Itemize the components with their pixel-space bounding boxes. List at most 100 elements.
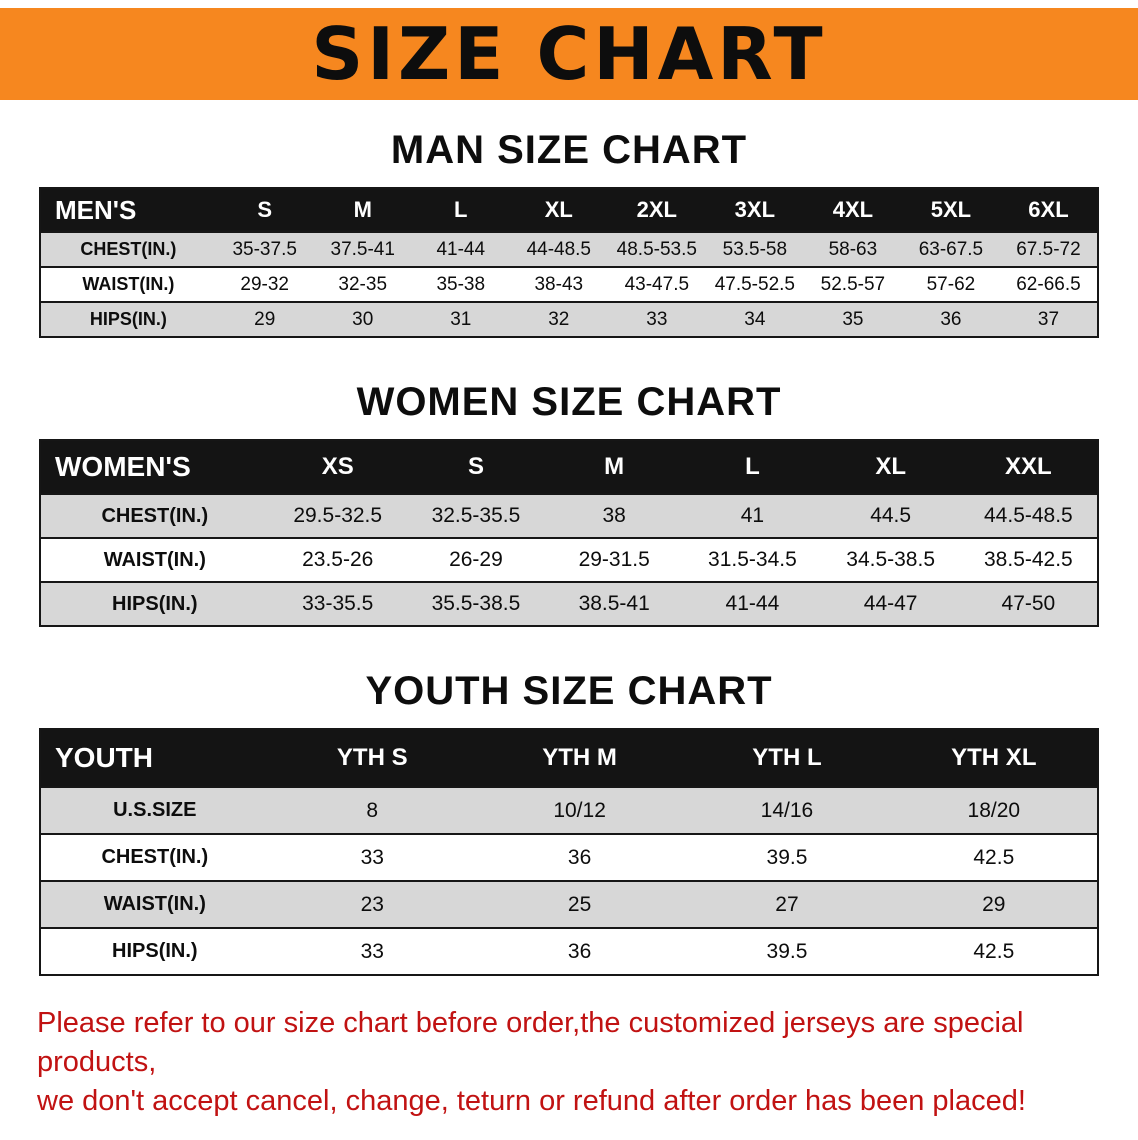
- size-column-header: 2XL: [607, 188, 706, 232]
- footer-note-line2: we don't accept cancel, change, teturn o…: [37, 1085, 1026, 1118]
- size-value-cell: 8: [366, 798, 379, 822]
- youth-table-corner-label: YOUTH: [40, 729, 269, 787]
- size-value-cell: 26-29: [449, 548, 503, 571]
- size-value-cell: 42.5: [973, 939, 1015, 963]
- size-value-cell: 33: [646, 308, 668, 330]
- row-label-cell: HIPS(IN.): [112, 592, 198, 615]
- men-size-table: MEN'S S M L XL 2XL 3XL 4XL 5XL 6XL CHEST…: [39, 187, 1099, 338]
- women-section-title: WOMEN SIZE CHART: [356, 380, 782, 424]
- size-value-cell: 41-44: [725, 592, 780, 615]
- size-value-cell: 14/16: [760, 798, 814, 822]
- size-column-header: M: [313, 188, 412, 232]
- size-column-header: XL: [821, 440, 960, 494]
- size-value-cell: 30: [352, 308, 374, 330]
- youth-table-header: YOUTH YTH S YTH M YTH L YTH XL: [40, 729, 1098, 787]
- size-value-cell: 32: [548, 308, 570, 330]
- footer-note-line1: Please refer to our size chart before or…: [37, 1007, 1024, 1079]
- men-section-title: MAN SIZE CHART: [390, 128, 748, 172]
- size-value-cell: 42.5: [973, 845, 1015, 869]
- size-value-cell: 34.5-38.5: [846, 548, 936, 571]
- size-value-cell: 39.5: [766, 939, 808, 963]
- table-row: WAIST(IN.) 29-32 32-35 35-38 38-43 43-47…: [40, 267, 1098, 302]
- size-value-cell: 31.5-34.5: [708, 548, 797, 571]
- size-value-cell: 35: [842, 308, 864, 330]
- size-value-cell: 36: [940, 308, 962, 330]
- size-value-cell: 47.5-52.5: [714, 273, 795, 295]
- size-value-cell: 44.5: [870, 504, 912, 527]
- table-row: HIPS(IN.) 33 36 39.5 42.5: [40, 928, 1098, 975]
- size-value-cell: 18/20: [967, 798, 1021, 822]
- footer-note: Please refer to our size chart before or…: [37, 1004, 1101, 1121]
- size-value-cell: 35-37.5: [232, 238, 297, 260]
- row-label-cell: WAIST(IN.): [103, 893, 206, 915]
- size-value-cell: 31: [450, 308, 472, 330]
- size-value-cell: 52.5-57: [820, 273, 886, 295]
- size-value-cell: 67.5-72: [1016, 238, 1081, 260]
- size-value-cell: 35.5-38.5: [431, 592, 521, 615]
- size-value-cell: 39.5: [766, 845, 808, 869]
- youth-section-title: YOUTH SIZE CHART: [365, 669, 773, 713]
- size-value-cell: 58-63: [828, 238, 878, 260]
- size-value-cell: 43-47.5: [624, 273, 690, 295]
- size-column-header: S: [406, 440, 546, 494]
- size-value-cell: 44-48.5: [526, 238, 592, 260]
- row-label-cell: CHEST(IN.): [101, 504, 209, 527]
- size-value-cell: 44-47: [863, 592, 918, 615]
- size-column-header: L: [411, 188, 510, 232]
- women-table-header: WOMEN'S XS S M L XL XXL: [40, 440, 1098, 494]
- size-value-cell: 23: [360, 892, 384, 916]
- youth-size-table: YOUTH YTH S YTH M YTH L YTH XL U.S.SIZE …: [39, 728, 1099, 976]
- row-label-cell: CHEST(IN.): [101, 846, 209, 868]
- size-value-cell: 33: [360, 845, 384, 869]
- size-column-header: 5XL: [901, 188, 1000, 232]
- size-value-cell: 32-35: [338, 273, 388, 295]
- men-table-header: MEN'S S M L XL 2XL 3XL 4XL 5XL 6XL: [40, 188, 1098, 232]
- women-size-table: WOMEN'S XS S M L XL XXL CHEST(IN.) 29.5-…: [39, 439, 1099, 627]
- size-value-cell: 25: [567, 892, 592, 916]
- women-table-corner-label: WOMEN'S: [40, 440, 269, 494]
- table-row: HIPS(IN.) 33-35.5 35.5-38.5 38.5-41 41-4…: [40, 582, 1098, 626]
- size-value-cell: 57-62: [926, 273, 976, 295]
- row-label-cell: HIPS(IN.): [89, 309, 167, 329]
- size-value-cell: 35-38: [436, 273, 486, 295]
- size-column-header: YTH S: [268, 729, 476, 787]
- size-value-cell: 37.5-41: [330, 238, 395, 260]
- size-value-cell: 37: [1037, 308, 1060, 330]
- size-value-cell: 36: [567, 845, 592, 869]
- size-column-header: XXL: [959, 440, 1098, 494]
- table-row: WAIST(IN.) 23.5-26 26-29 29-31.5 31.5-34…: [40, 538, 1098, 582]
- size-value-cell: 41-44: [436, 238, 486, 260]
- table-row: CHEST(IN.) 33 36 39.5 42.5: [40, 834, 1098, 881]
- size-value-cell: 38.5-41: [578, 592, 650, 615]
- header-row: MEN'S S M L XL 2XL 3XL 4XL 5XL 6XL: [40, 188, 1098, 232]
- size-column-header: 4XL: [803, 188, 902, 232]
- table-row: WAIST(IN.) 23 25 27 29: [40, 881, 1098, 928]
- table-row: HIPS(IN.) 29 30 31 32 33 34 35 36 37: [40, 302, 1098, 337]
- size-value-cell: 36: [567, 939, 592, 963]
- size-column-header: M: [545, 440, 684, 494]
- size-value-cell: 38.5-42.5: [984, 548, 1073, 571]
- size-column-header: YTH L: [683, 729, 891, 787]
- size-value-cell: 33-35.5: [302, 592, 374, 615]
- table-row: CHEST(IN.) 29.5-32.5 32.5-35.5 38 41 44.…: [40, 494, 1098, 538]
- row-label-cell: CHEST(IN.): [80, 239, 177, 259]
- men-table-corner-label: MEN'S: [40, 188, 216, 232]
- size-column-header: YTH M: [475, 729, 684, 787]
- size-value-cell: 48.5-53.5: [616, 238, 697, 260]
- size-value-cell: 62-66.5: [1016, 273, 1081, 295]
- size-value-cell: 38-43: [534, 273, 584, 295]
- banner: SIZE CHART: [0, 8, 1138, 100]
- size-value-cell: 29: [982, 892, 1006, 916]
- size-column-header: S: [215, 188, 314, 232]
- size-value-cell: 10/12: [553, 798, 606, 822]
- table-row: CHEST(IN.) 35-37.5 37.5-41 41-44 44-48.5…: [40, 232, 1098, 267]
- size-value-cell: 34: [744, 308, 766, 330]
- size-column-header: XL: [509, 188, 608, 232]
- size-column-header: XS: [268, 440, 407, 494]
- size-value-cell: 29: [254, 308, 276, 330]
- page-title: SIZE CHART: [311, 12, 827, 96]
- table-row: U.S.SIZE 8 10/12 14/16 18/20: [40, 787, 1098, 834]
- header-row: WOMEN'S XS S M L XL XXL: [40, 440, 1098, 494]
- size-column-header: 6XL: [999, 188, 1098, 232]
- size-column-header: L: [683, 440, 822, 494]
